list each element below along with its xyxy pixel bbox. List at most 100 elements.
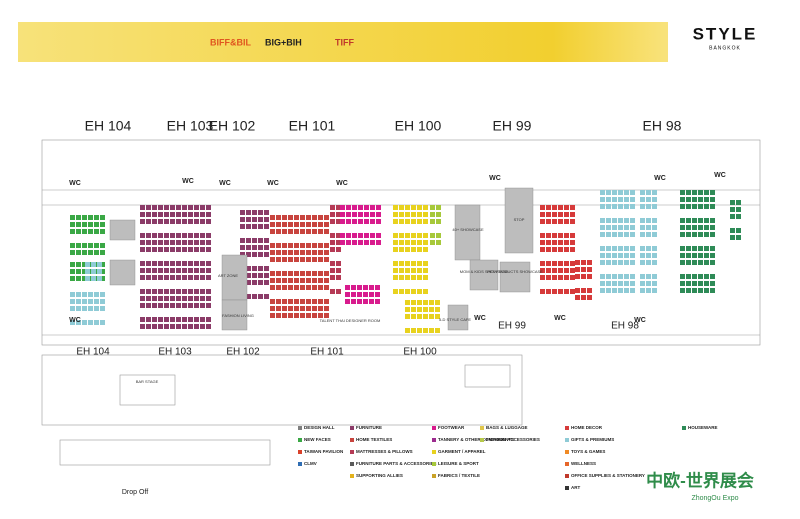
booth (88, 222, 93, 227)
booth (730, 228, 735, 233)
booth (170, 289, 175, 294)
booth (429, 300, 434, 305)
booth (276, 215, 281, 220)
hall-label: EH 99 (493, 118, 532, 134)
booth (158, 240, 163, 245)
booth (200, 205, 205, 210)
booth (85, 269, 90, 274)
booth (264, 252, 269, 257)
booth (252, 245, 257, 250)
booth (88, 276, 93, 281)
booth (375, 292, 380, 297)
booth (624, 218, 629, 223)
booth (146, 324, 151, 329)
booth (624, 190, 629, 195)
booth (336, 261, 341, 266)
booth (600, 204, 605, 209)
booth (375, 299, 380, 304)
booth (612, 225, 617, 230)
booth (170, 261, 175, 266)
legend: DESIGN HALL NEW FACES TAIWAN PAVILION CLMV F… (298, 425, 718, 490)
booth (704, 197, 709, 202)
booth (318, 271, 323, 276)
booth (680, 197, 685, 202)
header-banner (18, 22, 782, 62)
booth (692, 253, 697, 258)
booth (612, 274, 617, 279)
booth (423, 212, 428, 217)
booth (430, 233, 435, 238)
booth (100, 292, 105, 297)
booth (730, 214, 735, 219)
booth (698, 281, 703, 286)
booth (430, 212, 435, 217)
booth (324, 306, 329, 311)
booth (258, 252, 263, 257)
booth (698, 197, 703, 202)
booth (264, 273, 269, 278)
booth (300, 278, 305, 283)
booth (364, 205, 369, 210)
booth (704, 204, 709, 209)
legend-swatch (298, 426, 302, 430)
booth (587, 288, 592, 293)
booth (76, 215, 81, 220)
booth (140, 296, 145, 301)
booth (624, 204, 629, 209)
booth (710, 225, 715, 230)
booth (618, 204, 623, 209)
booth (158, 275, 163, 280)
booth (612, 246, 617, 251)
booth (282, 257, 287, 262)
booth (346, 233, 351, 238)
booth (264, 210, 269, 215)
booth (282, 243, 287, 248)
booth (306, 306, 311, 311)
booth (640, 246, 645, 251)
hall-label: EH 103 (158, 347, 192, 358)
booth (393, 289, 398, 294)
booth (345, 285, 350, 290)
booth (300, 250, 305, 255)
booth (393, 233, 398, 238)
booth (546, 233, 551, 238)
booth (375, 285, 380, 290)
booth (612, 190, 617, 195)
booth (411, 240, 416, 245)
booth (336, 289, 341, 294)
booth (552, 275, 557, 280)
booth (76, 262, 81, 267)
booth (170, 296, 175, 301)
booth (704, 218, 709, 223)
booth (686, 288, 691, 293)
booth (82, 215, 87, 220)
booth (164, 233, 169, 238)
booth (288, 278, 293, 283)
booth (164, 240, 169, 245)
booth (652, 253, 657, 258)
booth (630, 260, 635, 265)
booth (70, 269, 75, 274)
booth (710, 253, 715, 258)
booth (100, 215, 105, 220)
booth (570, 247, 575, 252)
booth (352, 205, 357, 210)
booth (206, 247, 211, 252)
booth (600, 218, 605, 223)
booth (686, 232, 691, 237)
booth (258, 294, 263, 299)
booth (88, 292, 93, 297)
booth (686, 253, 691, 258)
booth (686, 197, 691, 202)
booth (140, 261, 145, 266)
booth (194, 268, 199, 273)
booth (405, 328, 410, 333)
booth (606, 225, 611, 230)
booth (730, 207, 735, 212)
booth (423, 289, 428, 294)
hall-label: EH 98 (611, 321, 639, 332)
booth (640, 204, 645, 209)
booth (318, 222, 323, 227)
booth (100, 276, 105, 281)
booth (357, 285, 362, 290)
